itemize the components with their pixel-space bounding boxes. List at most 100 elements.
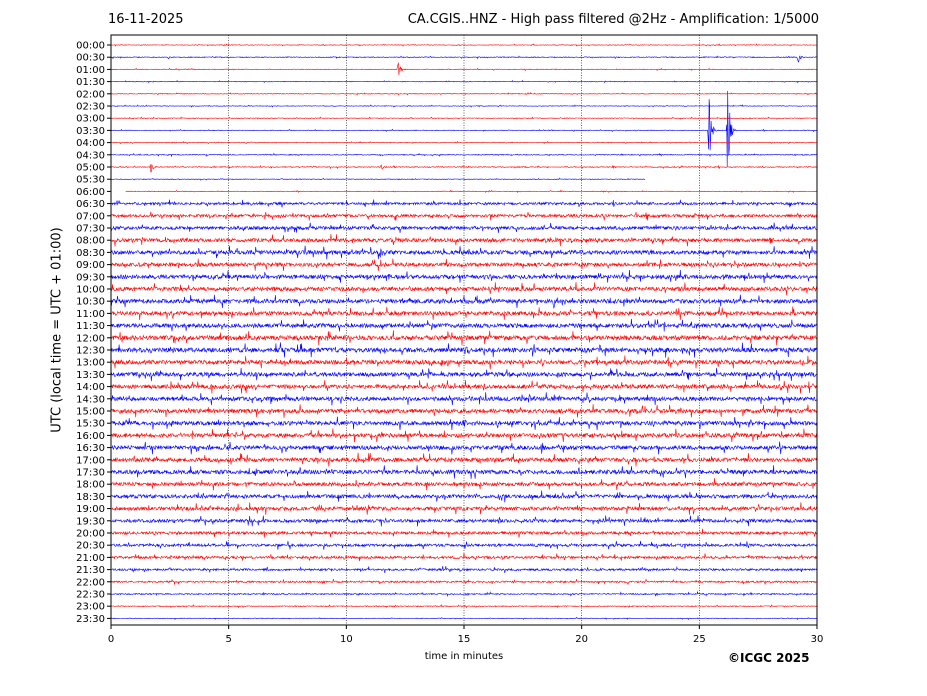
row-label-1100: 11:00 (76, 309, 105, 320)
trace-0100 (110, 62, 818, 76)
row-label-1330: 13:30 (76, 370, 105, 381)
trace-0500 (111, 164, 818, 173)
trace-1330 (110, 367, 818, 382)
trace-1430 (110, 392, 818, 406)
row-label-1930: 19:30 (76, 516, 105, 527)
x-tick-10: 10 (340, 634, 353, 645)
row-label-1730: 17:30 (76, 468, 105, 479)
trace-1000 (110, 282, 818, 296)
row-label-1130: 11:30 (76, 321, 105, 332)
x-tick-5: 5 (225, 634, 231, 645)
x-tick-25: 25 (693, 634, 706, 645)
row-label-0000: 00:00 (76, 41, 105, 52)
trace-1830 (110, 490, 818, 503)
x-axis-label: time in minutes (424, 651, 504, 662)
plot-frame (110, 34, 818, 626)
date-label: 16-11-2025 (108, 12, 184, 27)
trace-2100 (110, 553, 818, 562)
row-label-2200: 22:00 (76, 577, 105, 588)
row-label-0500: 05:00 (76, 163, 105, 174)
trace-0430 (110, 152, 818, 158)
trace-0200 (110, 92, 818, 96)
row-label-1900: 19:00 (76, 504, 105, 515)
row-label-0130: 01:30 (76, 77, 105, 88)
minute-axis-ticks: 0 5 10 15 20 25 30 (108, 625, 824, 645)
row-label-1830: 18:30 (76, 492, 105, 503)
row-label-1800: 18:00 (76, 480, 105, 491)
row-label-1630: 16:30 (76, 443, 105, 454)
trace-2130 (110, 566, 818, 574)
row-label-0330: 03:30 (76, 126, 105, 137)
trace-1800 (110, 478, 818, 491)
trace-0700 (110, 211, 818, 221)
trace-0730 (110, 222, 818, 233)
seismic-traces (110, 43, 818, 621)
x-tick-15: 15 (458, 634, 471, 645)
row-label-0400: 04:00 (76, 138, 105, 149)
row-label-2000: 20:00 (76, 529, 105, 540)
row-label-0300: 03:00 (76, 114, 105, 125)
row-label-2030: 20:30 (76, 541, 105, 552)
trace-0930 (110, 269, 818, 284)
trace-0630 (110, 199, 818, 208)
trace-2000 (110, 528, 818, 538)
trace-1200 (110, 330, 818, 346)
trace-1500 (110, 404, 818, 418)
vertical-gridlines (228, 35, 700, 625)
trace-1600 (110, 428, 818, 443)
x-tick-0: 0 (108, 634, 114, 645)
row-label-2330: 23:30 (76, 614, 105, 625)
trace-0300 (110, 116, 818, 120)
x-tick-20: 20 (575, 634, 588, 645)
x-tick-30: 30 (811, 634, 824, 645)
trace-1630 (110, 441, 818, 455)
chart-title: CA.CGIS..HNZ - High pass filtered @2Hz -… (407, 12, 819, 27)
trace-2300 (111, 604, 818, 609)
trace-0030 (110, 55, 818, 63)
row-label-1030: 10:30 (76, 297, 105, 308)
row-label-1230: 12:30 (76, 346, 105, 357)
row-label-0200: 02:00 (76, 89, 105, 100)
row-label-1400: 14:00 (76, 382, 105, 393)
trace-2200 (110, 578, 818, 585)
row-label-2100: 21:00 (76, 553, 105, 564)
row-label-0800: 08:00 (76, 236, 105, 247)
row-label-0430: 04:30 (76, 150, 105, 161)
trace-0230 (110, 104, 818, 108)
trace-0800 (110, 234, 818, 247)
row-label-2230: 22:30 (76, 590, 105, 601)
row-label-1430: 14:30 (76, 394, 105, 405)
trace-0600 (125, 189, 817, 194)
row-label-2300: 23:00 (76, 602, 105, 613)
row-label-1200: 12:00 (76, 333, 105, 344)
trace-1100 (110, 306, 817, 321)
trace-1300 (110, 355, 818, 370)
row-label-1600: 16:00 (76, 431, 105, 442)
row-label-0830: 08:30 (76, 248, 105, 259)
trace-0130 (111, 79, 817, 84)
row-label-0730: 07:30 (76, 224, 105, 235)
row-label-2130: 21:30 (76, 565, 105, 576)
row-label-0530: 05:30 (76, 175, 105, 186)
trace-0400 (110, 140, 818, 145)
row-label-0100: 01:00 (76, 65, 105, 76)
row-label-0030: 00:30 (76, 53, 105, 64)
trace-1400 (110, 380, 818, 394)
trace-1900 (110, 502, 818, 515)
row-label-0630: 06:30 (76, 199, 105, 210)
trace-0830 (110, 245, 818, 260)
row-label-0230: 02:30 (76, 102, 105, 113)
trace-2030 (110, 540, 818, 550)
trace-1230 (110, 342, 818, 358)
row-label-0930: 09:30 (76, 272, 105, 283)
row-label-0600: 06:00 (76, 187, 105, 198)
row-label-1000: 10:00 (76, 285, 105, 296)
row-label-1530: 15:30 (76, 419, 105, 430)
trace-1930 (110, 515, 818, 527)
trace-0900 (110, 258, 818, 271)
trace-0000 (110, 43, 818, 47)
row-label-1700: 17:00 (76, 455, 105, 466)
row-label-0700: 07:00 (76, 211, 105, 222)
trace-0530 (110, 177, 646, 181)
